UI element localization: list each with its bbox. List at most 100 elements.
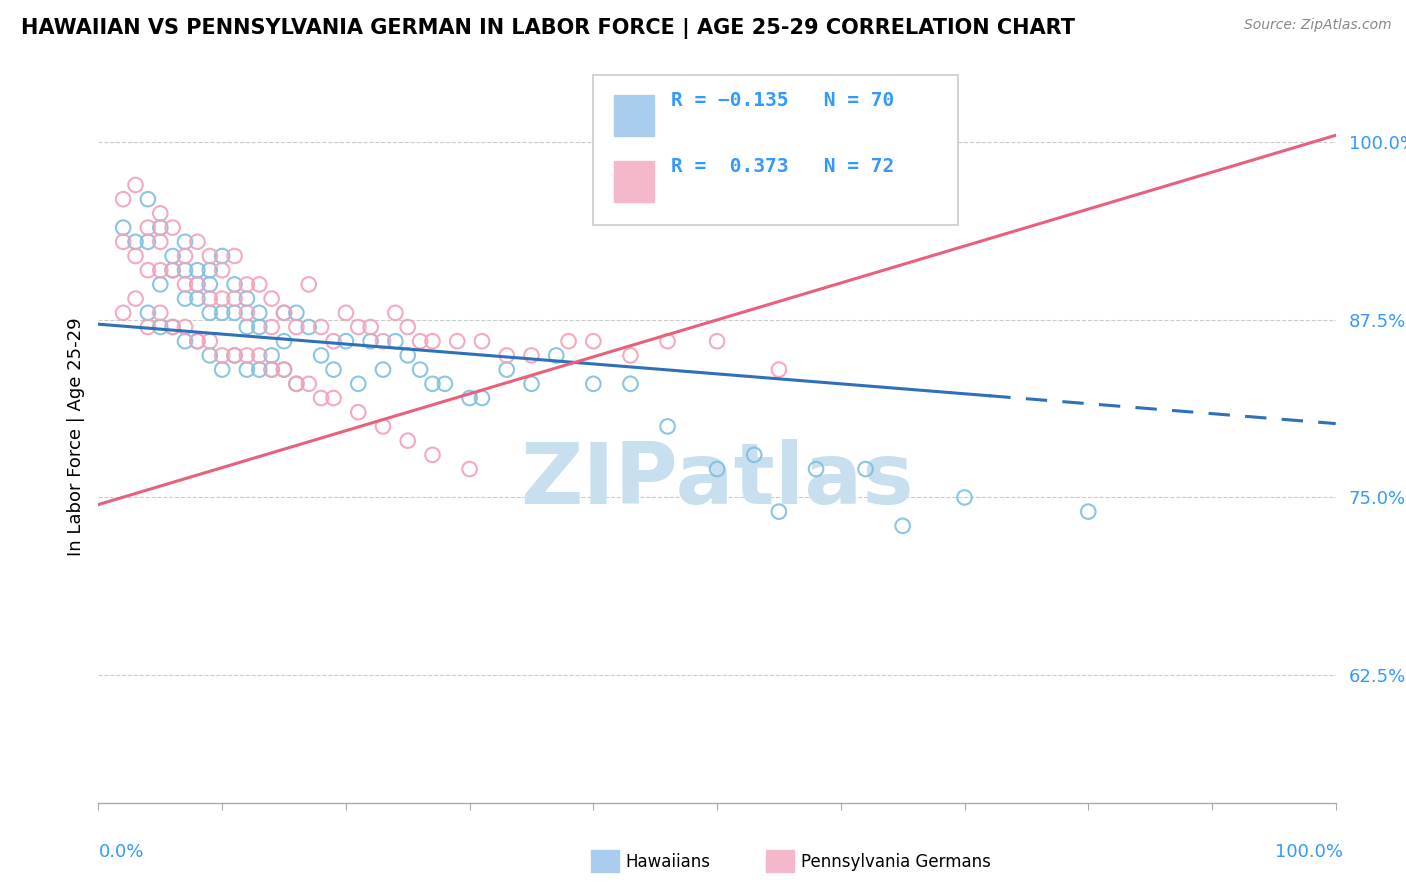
Text: R =  0.373   N = 72: R = 0.373 N = 72 bbox=[671, 157, 894, 177]
Point bbox=[236, 277, 259, 292]
Point bbox=[322, 362, 344, 376]
Point bbox=[149, 277, 172, 292]
Point bbox=[309, 348, 332, 362]
Point bbox=[471, 391, 494, 405]
FancyBboxPatch shape bbox=[614, 161, 654, 202]
Point bbox=[174, 292, 197, 306]
Point bbox=[124, 249, 146, 263]
Point bbox=[384, 334, 406, 349]
Point bbox=[149, 235, 172, 249]
Point bbox=[260, 362, 283, 376]
Point bbox=[619, 376, 641, 391]
Point bbox=[162, 220, 184, 235]
Point bbox=[285, 376, 308, 391]
Point bbox=[112, 220, 135, 235]
Point bbox=[211, 348, 233, 362]
Point bbox=[458, 391, 481, 405]
Point bbox=[322, 391, 344, 405]
Point bbox=[557, 334, 579, 349]
Point bbox=[273, 306, 295, 320]
Point bbox=[198, 263, 221, 277]
Point bbox=[186, 277, 208, 292]
Point bbox=[162, 263, 184, 277]
Point bbox=[657, 419, 679, 434]
Point bbox=[224, 292, 246, 306]
Point bbox=[211, 263, 233, 277]
Point bbox=[198, 292, 221, 306]
Point bbox=[149, 320, 172, 334]
Point bbox=[260, 320, 283, 334]
Point bbox=[396, 320, 419, 334]
Point bbox=[347, 405, 370, 419]
Point bbox=[198, 334, 221, 349]
Point bbox=[396, 348, 419, 362]
Point bbox=[186, 334, 208, 349]
Point bbox=[273, 334, 295, 349]
Point bbox=[224, 306, 246, 320]
Point bbox=[247, 320, 270, 334]
Point bbox=[198, 306, 221, 320]
Point bbox=[236, 306, 259, 320]
Text: Hawaiians: Hawaiians bbox=[626, 853, 710, 871]
Point bbox=[706, 334, 728, 349]
Point bbox=[136, 263, 159, 277]
Point bbox=[657, 334, 679, 349]
Y-axis label: In Labor Force | Age 25-29: In Labor Force | Age 25-29 bbox=[66, 318, 84, 557]
Point bbox=[149, 206, 172, 220]
Point bbox=[298, 320, 321, 334]
Point bbox=[211, 362, 233, 376]
Point bbox=[247, 277, 270, 292]
Text: 100.0%: 100.0% bbox=[1275, 843, 1343, 861]
Point bbox=[224, 348, 246, 362]
Point bbox=[471, 334, 494, 349]
Point bbox=[211, 249, 233, 263]
Point bbox=[174, 263, 197, 277]
Point bbox=[124, 178, 146, 192]
Point bbox=[409, 362, 432, 376]
Point bbox=[247, 306, 270, 320]
Point bbox=[347, 320, 370, 334]
Point bbox=[804, 462, 827, 476]
Point bbox=[273, 362, 295, 376]
Point bbox=[409, 334, 432, 349]
Point bbox=[112, 192, 135, 206]
Point bbox=[582, 334, 605, 349]
Point bbox=[285, 320, 308, 334]
Point bbox=[422, 448, 444, 462]
Point bbox=[371, 419, 394, 434]
Point bbox=[742, 448, 765, 462]
Point bbox=[198, 249, 221, 263]
Point bbox=[285, 306, 308, 320]
Point bbox=[174, 235, 197, 249]
Point bbox=[224, 249, 246, 263]
Point bbox=[458, 462, 481, 476]
Point bbox=[768, 505, 790, 519]
Point bbox=[706, 462, 728, 476]
Point bbox=[211, 306, 233, 320]
Point bbox=[224, 348, 246, 362]
Point bbox=[520, 376, 543, 391]
Point bbox=[162, 263, 184, 277]
Point bbox=[335, 334, 357, 349]
Point bbox=[124, 235, 146, 249]
Point bbox=[546, 348, 568, 362]
Point bbox=[495, 348, 517, 362]
Point bbox=[371, 334, 394, 349]
Point bbox=[236, 348, 259, 362]
Text: Pennsylvania Germans: Pennsylvania Germans bbox=[801, 853, 991, 871]
Point bbox=[236, 292, 259, 306]
Point bbox=[124, 292, 146, 306]
Point bbox=[136, 306, 159, 320]
Point bbox=[162, 320, 184, 334]
Point bbox=[260, 348, 283, 362]
Point bbox=[582, 376, 605, 391]
Point bbox=[285, 376, 308, 391]
Point bbox=[953, 491, 976, 505]
Point bbox=[174, 249, 197, 263]
Point bbox=[273, 306, 295, 320]
Point bbox=[112, 235, 135, 249]
Point bbox=[174, 277, 197, 292]
Point bbox=[891, 519, 914, 533]
Point bbox=[619, 348, 641, 362]
Point bbox=[236, 320, 259, 334]
